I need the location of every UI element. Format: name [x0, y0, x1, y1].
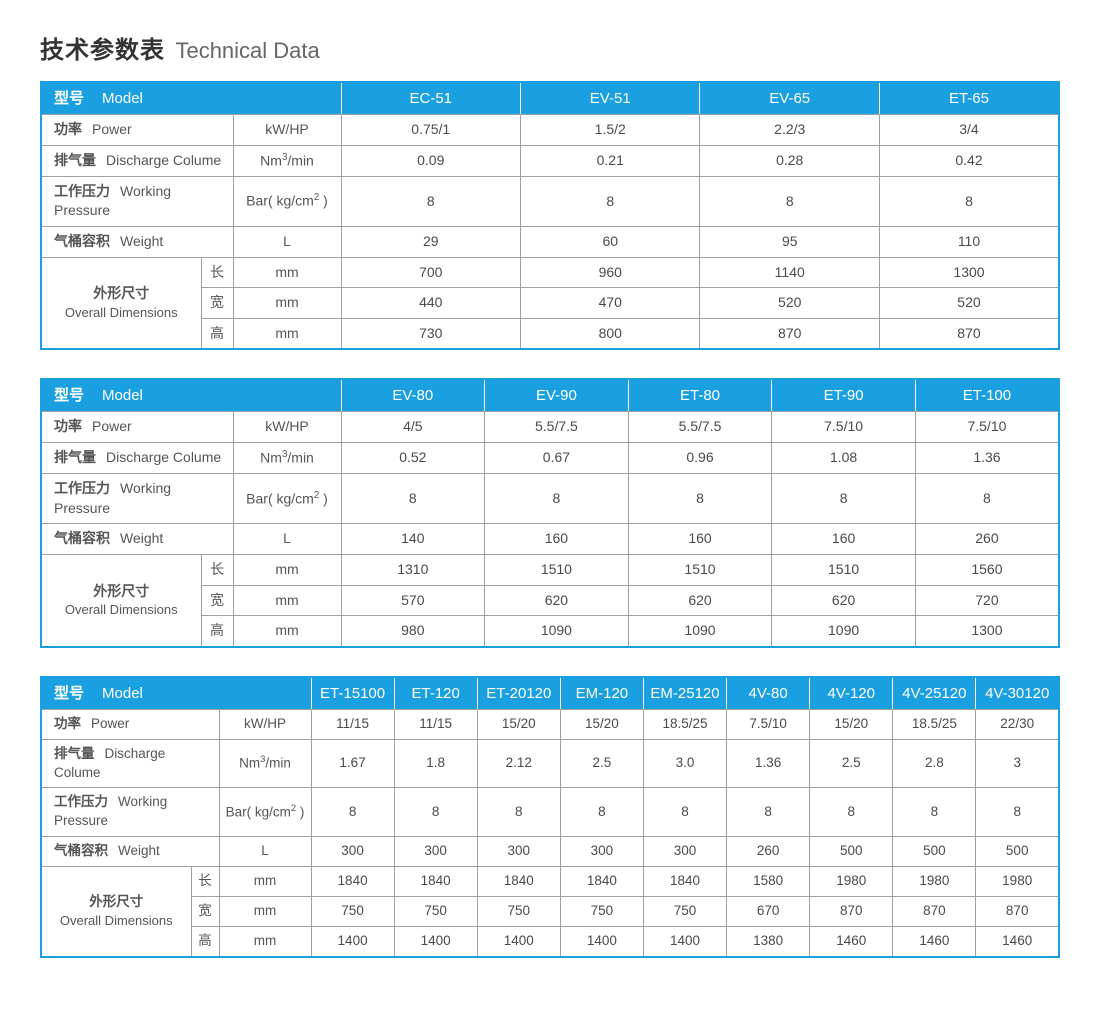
hdr-model: 型号Model — [41, 82, 341, 115]
model-col: EV-51 — [521, 82, 700, 115]
tech-table-1: 型号Model EC-51 EV-51 EV-65 ET-65 功率Power … — [40, 81, 1060, 350]
model-col: EV-65 — [700, 82, 879, 115]
title-en: Technical Data — [175, 38, 319, 63]
row-pressure: 工作压力Working Pressure Bar( kg/cm2 ) 88888… — [41, 788, 1059, 837]
tech-table-2: 型号Model EV-80EV-90ET-80ET-90ET-100 功率Pow… — [40, 378, 1060, 647]
header-row: 型号Model EV-80EV-90ET-80ET-90ET-100 — [41, 379, 1059, 412]
row-discharge: 排气量Discharge Colume Nm3/min 0.520.670.96… — [41, 443, 1059, 474]
row-pressure: 工作压力Working Pressure Bar( kg/cm2 ) 8888 — [41, 176, 1059, 226]
row-len: 外形尺寸Overall Dimensions 长mm 1840184018401… — [41, 867, 1059, 897]
model-col: EC-51 — [341, 82, 520, 115]
row-len: 外形尺寸Overall Dimensions 长mm 1310151015101… — [41, 555, 1059, 586]
row-hei: 高mm 140014001400140014001380146014601460 — [41, 926, 1059, 956]
model-col: ET-65 — [879, 82, 1059, 115]
row-discharge: 排气量Discharge Colume Nm3/min 1.671.82.122… — [41, 739, 1059, 788]
title-cn: 技术参数表 — [40, 37, 165, 64]
row-wid: 宽mm 750750750750750670870870870 — [41, 897, 1059, 927]
header-row: 型号Model EC-51 EV-51 EV-65 ET-65 — [41, 82, 1059, 115]
row-power: 功率Power kW/HP 11/1511/1515/2015/2018.5/2… — [41, 709, 1059, 739]
row-pressure: 工作压力Working Pressure Bar( kg/cm2 ) 88888 — [41, 474, 1059, 524]
tech-table-3: 型号Model ET-15100ET-120ET-20120EM-120EM-2… — [40, 676, 1060, 958]
row-power: 功率Power kW/HP 0.75/11.5/22.2/33/4 — [41, 115, 1059, 146]
row-weight: 气桶容积Weight L 140160160160260 — [41, 524, 1059, 555]
page-title: 技术参数表 Technical Data — [40, 30, 1060, 65]
row-discharge: 排气量Discharge Colume Nm3/min 0.090.210.28… — [41, 145, 1059, 176]
row-weight: 气桶容积Weight L 300300300300300260500500500 — [41, 837, 1059, 867]
row-len: 外形尺寸Overall Dimensions 长mm 7009601140130… — [41, 257, 1059, 288]
header-row: 型号Model ET-15100ET-120ET-20120EM-120EM-2… — [41, 677, 1059, 710]
dims-label: 外形尺寸Overall Dimensions — [41, 257, 201, 349]
row-weight: 气桶容积Weight L 296095110 — [41, 227, 1059, 258]
row-power: 功率Power kW/HP 4/55.5/7.55.5/7.57.5/107.5… — [41, 412, 1059, 443]
